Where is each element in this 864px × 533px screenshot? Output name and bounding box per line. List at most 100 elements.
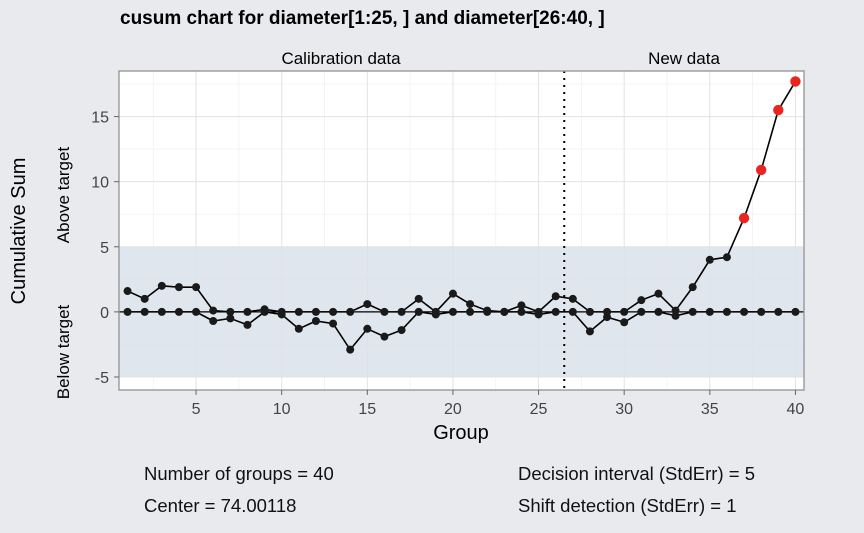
shift-detection: Shift detection (StdErr) = 1 (518, 495, 737, 516)
lower-cusum-point (414, 307, 423, 316)
lower-cusum-point (517, 307, 526, 316)
x-tick-label: 5 (192, 401, 201, 418)
out-of-control-point (738, 212, 750, 224)
upper-cusum-point (551, 292, 560, 301)
upper-cusum-point (226, 307, 235, 316)
lower-cusum-point (654, 307, 663, 316)
lower-cusum-point (123, 307, 132, 316)
lower-cusum-point (757, 307, 766, 316)
lower-cusum-point (260, 307, 269, 316)
upper-cusum-point (585, 307, 594, 316)
calibration-section-label: Calibration data (281, 49, 401, 68)
lower-cusum-line (127, 311, 796, 351)
upper-cusum-point (329, 307, 338, 316)
y-tick-label: 10 (91, 175, 109, 192)
lower-cusum-point (603, 313, 612, 322)
stats-left: Number of groups = 40 Center = 74.00118 (144, 458, 334, 522)
stats-right: Decision interval (StdErr) = 5 Shift det… (518, 458, 755, 522)
x-tick-label: 30 (615, 401, 633, 418)
center-value: Center = 74.00118 (144, 495, 297, 516)
lower-cusum-point (363, 324, 372, 333)
below-target-label: Below target (54, 304, 73, 399)
upper-cusum-point (448, 289, 457, 298)
upper-cusum-point (209, 306, 218, 315)
upper-cusum-point (294, 307, 303, 316)
upper-cusum-point (517, 301, 526, 310)
upper-cusum-point (157, 281, 166, 290)
x-tick-label: 25 (530, 401, 548, 418)
x-tick-label: 20 (444, 401, 462, 418)
upper-cusum-point (637, 296, 646, 305)
x-axis-label: Group (433, 422, 489, 444)
lower-cusum-point (346, 345, 355, 354)
out-of-control-point (773, 104, 784, 116)
lower-cusum-point (671, 311, 680, 320)
new-data-section-label: New data (648, 49, 720, 68)
lower-cusum-point (174, 307, 183, 316)
lower-cusum-point (688, 307, 697, 316)
upper-cusum-point (123, 287, 132, 296)
lower-cusum-point (431, 310, 440, 319)
upper-cusum-point (705, 255, 714, 264)
lower-cusum-point (209, 316, 218, 325)
upper-cusum-point (414, 294, 423, 303)
y-tick-label: 0 (100, 305, 109, 322)
number-of-groups: Number of groups = 40 (144, 463, 334, 484)
lower-cusum-point (500, 307, 509, 316)
lower-cusum-point (483, 307, 492, 316)
upper-cusum-point (363, 300, 372, 309)
y-tick-label: 5 (100, 240, 109, 257)
lower-cusum-point (722, 307, 731, 316)
lower-cusum-point (140, 307, 149, 316)
lower-cusum-point (466, 307, 475, 316)
upper-cusum-point (688, 283, 697, 292)
lower-cusum-point (740, 307, 749, 316)
upper-cusum-point (243, 307, 252, 316)
upper-cusum-point (620, 307, 629, 316)
lower-cusum-point (568, 307, 577, 316)
lower-cusum-point (448, 307, 457, 316)
lower-cusum-point (791, 307, 800, 316)
out-of-control-point (755, 164, 767, 176)
upper-cusum-point (654, 289, 663, 298)
y-axis-label: Cumulative Sum (8, 158, 30, 305)
lower-cusum-point (226, 314, 235, 323)
upper-cusum-line (127, 81, 797, 313)
x-tick-label: 40 (787, 401, 805, 418)
lower-cusum-point (705, 307, 714, 316)
lower-cusum-point (534, 310, 543, 319)
lower-cusum-point (397, 326, 406, 335)
lower-cusum-point (380, 332, 389, 341)
lower-cusum-point (637, 307, 646, 316)
lower-cusum-point (551, 307, 560, 316)
x-tick-label: 10 (273, 401, 291, 418)
cusum-chart: cusum chart for diameter[1:25, ] and dia… (8, 8, 805, 444)
upper-cusum-point (397, 307, 406, 316)
lower-cusum-point (157, 307, 166, 316)
plot-border (118, 70, 805, 391)
upper-cusum-point (311, 307, 320, 316)
lower-cusum-point (585, 327, 594, 336)
lower-cusum-point (329, 319, 338, 328)
upper-cusum-point (380, 307, 389, 316)
upper-cusum-point (192, 283, 201, 292)
upper-cusum-point (346, 307, 355, 316)
upper-cusum-point (466, 300, 475, 309)
decision-interval: Decision interval (StdErr) = 5 (518, 463, 755, 484)
upper-cusum-point (140, 294, 149, 303)
lower-cusum-point (774, 307, 783, 316)
x-tick-label: 15 (358, 401, 376, 418)
upper-cusum-point (568, 294, 577, 303)
lower-cusum-point (294, 324, 303, 333)
lower-cusum-point (620, 318, 629, 327)
x-tick-label: 35 (701, 401, 719, 418)
plot-area: 5 10 15 20 25 30 35 40 -5 0 5 10 15 (91, 70, 805, 418)
out-of-control-point (790, 76, 801, 87)
above-target-label: Above target (54, 147, 73, 244)
y-tick-label: 15 (91, 110, 109, 127)
lower-cusum-point (192, 307, 201, 316)
chart-title: cusum chart for diameter[1:25, ] and dia… (120, 8, 605, 29)
y-tick-label: -5 (95, 370, 109, 387)
lower-cusum-point (277, 310, 286, 319)
upper-cusum-point (174, 283, 183, 292)
